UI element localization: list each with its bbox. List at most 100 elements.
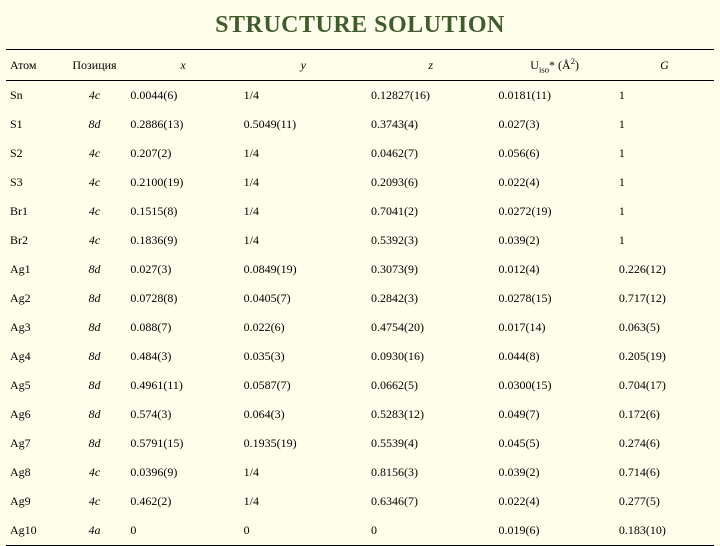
cell-g: 0.277(5) (615, 487, 714, 516)
cell-z: 0.4754(20) (367, 313, 494, 342)
cell-x: 0.0044(6) (126, 81, 239, 111)
table-row: Ag68d0.574(3)0.064(3)0.5283(12)0.049(7)0… (6, 400, 714, 429)
cell-position: 4c (63, 168, 127, 197)
table-header: Атом Позиция x y z Uiso* (Å2) G (6, 50, 714, 81)
cell-z: 0.3743(4) (367, 110, 494, 139)
cell-position: 8d (63, 342, 127, 371)
cell-z: 0.0462(7) (367, 139, 494, 168)
cell-g: 1 (615, 226, 714, 255)
table-row: Ag78d0.5791(15)0.1935(19)0.5539(4)0.045(… (6, 429, 714, 458)
cell-position: 8d (63, 284, 127, 313)
cell-z: 0.0662(5) (367, 371, 494, 400)
cell-g: 1 (615, 168, 714, 197)
cell-z: 0.5392(3) (367, 226, 494, 255)
cell-g: 0.172(6) (615, 400, 714, 429)
cell-x: 0.0396(9) (126, 458, 239, 487)
cell-y: 0.0587(7) (240, 371, 367, 400)
cell-atom: Ag4 (6, 342, 63, 371)
cell-g: 0.183(10) (615, 516, 714, 546)
col-header-x: x (126, 50, 239, 81)
cell-u: 0.049(7) (494, 400, 614, 429)
cell-position: 8d (63, 313, 127, 342)
col-header-z: z (367, 50, 494, 81)
cell-u: 0.039(2) (494, 458, 614, 487)
cell-y: 1/4 (240, 487, 367, 516)
cell-z: 0.6346(7) (367, 487, 494, 516)
cell-x: 0 (126, 516, 239, 546)
cell-z: 0.5539(4) (367, 429, 494, 458)
cell-y: 0.1935(19) (240, 429, 367, 458)
page-root: STRUCTURE SOLUTION Атом Позиция x y z Ui… (0, 0, 720, 540)
cell-g: 0.704(17) (615, 371, 714, 400)
table-row: Ag58d0.4961(11)0.0587(7)0.0662(5)0.0300(… (6, 371, 714, 400)
table-header-row: Атом Позиция x y z Uiso* (Å2) G (6, 50, 714, 81)
cell-atom: Sn (6, 81, 63, 111)
cell-position: 4a (63, 516, 127, 546)
cell-u: 0.027(3) (494, 110, 614, 139)
cell-u: 0.012(4) (494, 255, 614, 284)
cell-x: 0.5791(15) (126, 429, 239, 458)
cell-y: 0.0849(19) (240, 255, 367, 284)
cell-position: 4c (63, 197, 127, 226)
cell-atom: Ag7 (6, 429, 63, 458)
cell-z: 0.2842(3) (367, 284, 494, 313)
cell-position: 8d (63, 429, 127, 458)
table-row: Br24c0.1836(9)1/40.5392(3)0.039(2)1 (6, 226, 714, 255)
cell-g: 0.205(19) (615, 342, 714, 371)
table-row: Ag104a0000.019(6)0.183(10) (6, 516, 714, 546)
cell-z: 0.8156(3) (367, 458, 494, 487)
table-row: Ag38d0.088(7)0.022(6)0.4754(20)0.017(14)… (6, 313, 714, 342)
table-row: Ag84c0.0396(9)1/40.8156(3)0.039(2)0.714(… (6, 458, 714, 487)
cell-x: 0.2886(13) (126, 110, 239, 139)
table-row: Ag48d0.484(3)0.035(3)0.0930(16)0.044(8)0… (6, 342, 714, 371)
table-row: S24c0.207(2)1/40.0462(7)0.056(6)1 (6, 139, 714, 168)
col-header-y: y (240, 50, 367, 81)
cell-atom: S2 (6, 139, 63, 168)
cell-atom: Ag9 (6, 487, 63, 516)
cell-position: 4c (63, 487, 127, 516)
cell-y: 1/4 (240, 197, 367, 226)
cell-x: 0.462(2) (126, 487, 239, 516)
cell-g: 1 (615, 110, 714, 139)
col-header-atom: Атом (6, 50, 63, 81)
cell-g: 1 (615, 197, 714, 226)
table-row: S34c0.2100(19)1/40.2093(6)0.022(4)1 (6, 168, 714, 197)
cell-atom: S3 (6, 168, 63, 197)
cell-position: 8d (63, 400, 127, 429)
cell-position: 8d (63, 110, 127, 139)
cell-atom: Ag5 (6, 371, 63, 400)
cell-z: 0.0930(16) (367, 342, 494, 371)
cell-u: 0.017(14) (494, 313, 614, 342)
cell-y: 1/4 (240, 81, 367, 111)
cell-position: 4c (63, 81, 127, 111)
table-row: S18d0.2886(13)0.5049(11)0.3743(4)0.027(3… (6, 110, 714, 139)
cell-atom: Ag10 (6, 516, 63, 546)
cell-u: 0.0181(11) (494, 81, 614, 111)
u-prefix: U (530, 58, 539, 72)
cell-position: 4c (63, 226, 127, 255)
col-header-u: Uiso* (Å2) (494, 50, 614, 81)
cell-u: 0.039(2) (494, 226, 614, 255)
cell-x: 0.088(7) (126, 313, 239, 342)
cell-position: 4c (63, 458, 127, 487)
table-row: Ag28d0.0728(8)0.0405(7)0.2842(3)0.0278(1… (6, 284, 714, 313)
cell-u: 0.0300(15) (494, 371, 614, 400)
cell-g: 0.717(12) (615, 284, 714, 313)
cell-atom: Br2 (6, 226, 63, 255)
cell-y: 1/4 (240, 168, 367, 197)
cell-z: 0 (367, 516, 494, 546)
cell-x: 0.4961(11) (126, 371, 239, 400)
u-unit-open: (Å (555, 58, 571, 72)
cell-u: 0.019(6) (494, 516, 614, 546)
table-row: Ag18d0.027(3)0.0849(19)0.3073(9)0.012(4)… (6, 255, 714, 284)
cell-atom: Ag2 (6, 284, 63, 313)
cell-y: 1/4 (240, 139, 367, 168)
cell-y: 0.0405(7) (240, 284, 367, 313)
cell-u: 0.022(4) (494, 168, 614, 197)
table-row: Ag94c0.462(2)1/40.6346(7)0.022(4)0.277(5… (6, 487, 714, 516)
cell-g: 0.226(12) (615, 255, 714, 284)
cell-g: 1 (615, 139, 714, 168)
cell-x: 0.2100(19) (126, 168, 239, 197)
cell-position: 4c (63, 139, 127, 168)
cell-x: 0.027(3) (126, 255, 239, 284)
